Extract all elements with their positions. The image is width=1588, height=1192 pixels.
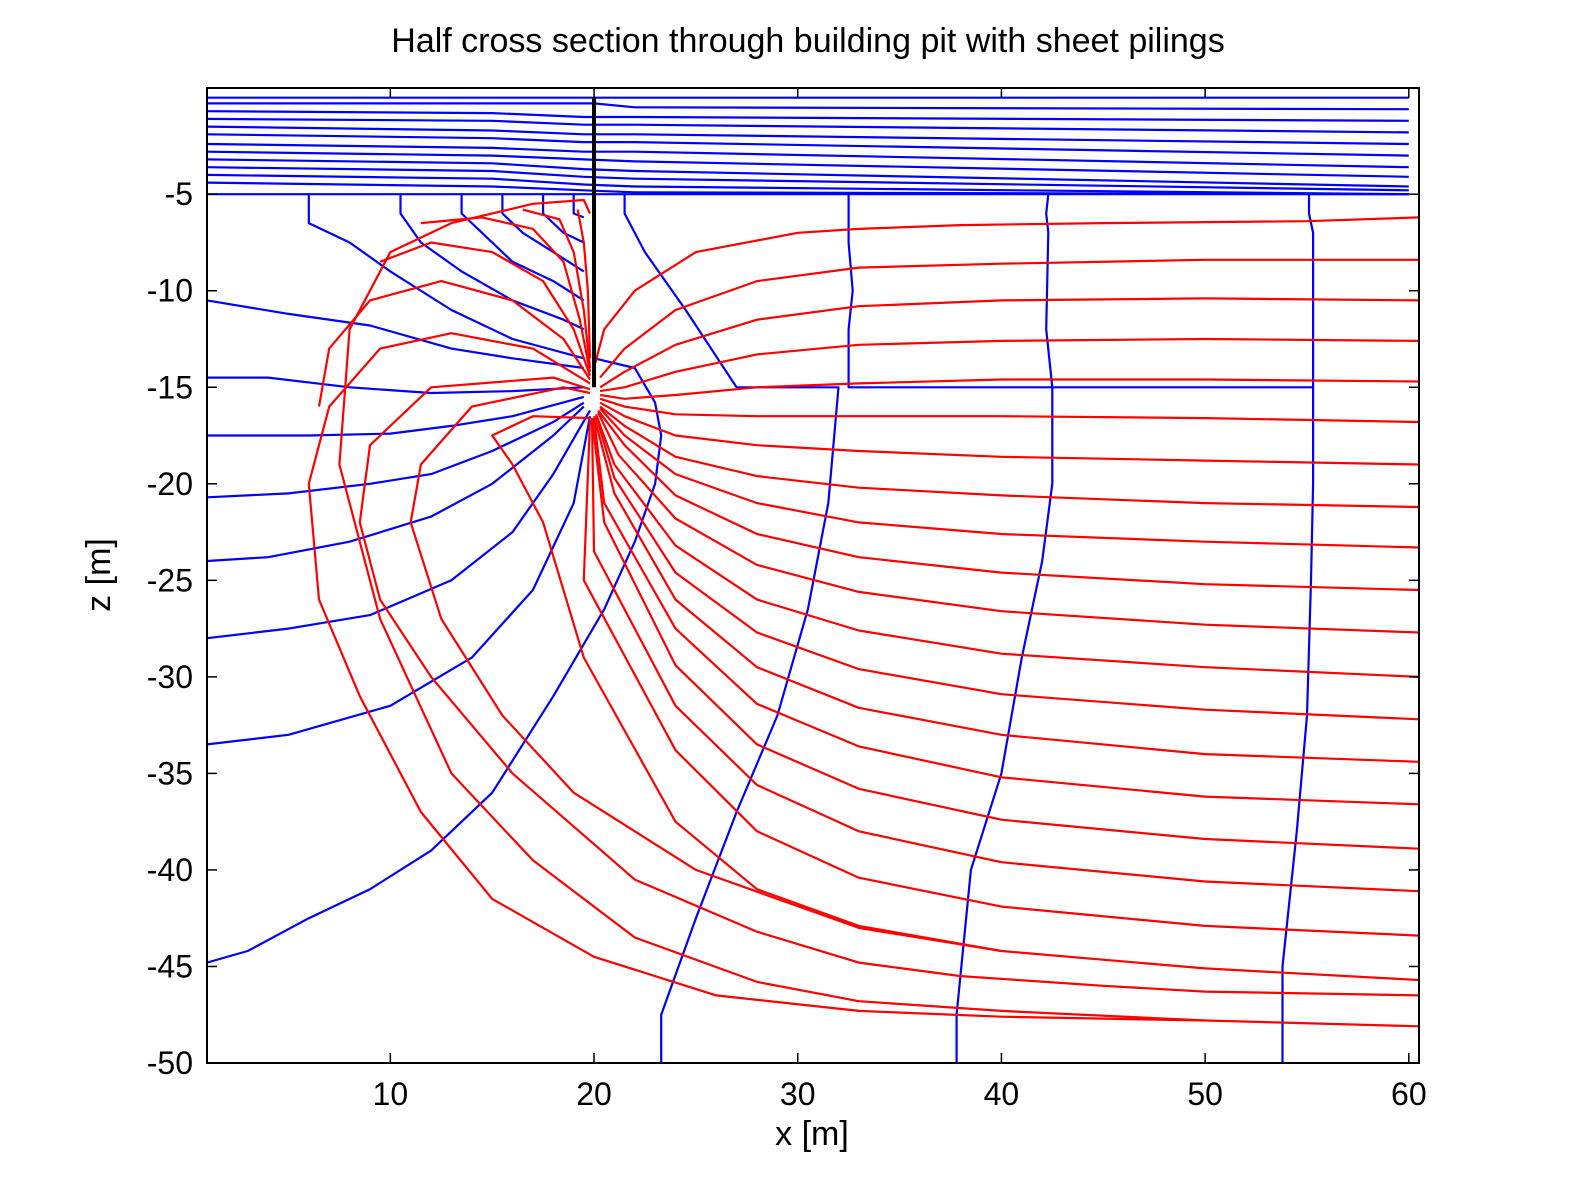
equipotential-lower-layer-line-16 (1045, 194, 1315, 1063)
streamline-line-1 (599, 258, 1419, 379)
streamline-line-11 (595, 413, 1419, 678)
x-axis: 10 20 30 40 50 60 (373, 88, 1427, 1112)
streamline-line-12 (595, 415, 1419, 721)
streamline-line-8 (599, 407, 1419, 549)
x-tick-label: 30 (780, 1076, 816, 1112)
y-tick-label: -15 (147, 369, 193, 405)
y-axis-label: z [m] (80, 538, 118, 612)
streamline-line-15 (590, 417, 1419, 850)
equipotential-lower-layer-line-7 (207, 376, 584, 395)
y-tick-label: -25 (147, 562, 193, 598)
equipotential-lower-layer-line-17 (1307, 194, 1315, 388)
equipotential-upper-layer-line-1 (207, 102, 1409, 111)
equipotential-lower-layer-line-6 (207, 299, 584, 370)
x-tick-label: 40 (984, 1076, 1020, 1112)
streamline-line-13 (592, 415, 1419, 763)
equipotential-upper-layer-line-3 (207, 117, 1409, 134)
streamline-line-23 (317, 280, 591, 407)
streamline-line-27 (576, 209, 592, 359)
streamline-line-20 (409, 386, 1002, 953)
equipotential-upper-layer-line-5 (207, 133, 1409, 157)
y-tick-label: -40 (147, 852, 193, 888)
equipotential-lower-layer-line-10 (207, 405, 585, 563)
y-tick-label: -45 (147, 948, 193, 984)
y-tick-label: -10 (147, 273, 193, 309)
plot-frame (206, 87, 1420, 1064)
equipotential-upper-layer-line-4 (207, 125, 1409, 146)
streamline-line-6 (599, 401, 1419, 466)
streamline-line-17 (582, 420, 1419, 937)
y-tick-label: -35 (147, 755, 193, 791)
equipotential-lower-layer-line-13 (207, 357, 663, 964)
streamline-line-4 (599, 378, 1419, 400)
streamline-line-2 (599, 297, 1419, 389)
streamline-line-5 (599, 397, 1419, 424)
y-tick-label: -30 (147, 659, 193, 695)
streamline-line-0 (592, 216, 1419, 369)
streamline-line-26 (522, 208, 592, 369)
equipotential-lower-layer-line-9 (207, 401, 585, 499)
streamline-line-19 (338, 198, 1419, 1028)
chart-title: Half cross section through building pit … (391, 22, 1224, 60)
equipotential-upper-layer-line-8 (207, 158, 1409, 188)
equipotential-lower-layer-line-3 (501, 194, 585, 273)
equipotential-lower-layer-line-2 (460, 194, 585, 302)
equipotential-upper-layer-line-9 (207, 166, 1409, 192)
streamline-line-22 (307, 332, 1206, 1022)
plot-lines (207, 96, 1419, 1063)
equipotential-lower-layer-line-8 (207, 395, 585, 437)
equipotential-lower-layer-line-1 (399, 194, 585, 331)
streamline-line-7 (599, 405, 1419, 509)
equipotential-upper-layer-line-11 (207, 181, 1409, 196)
equipotential-lower-layer-line-14 (623, 194, 840, 1063)
streamline-line-25 (420, 216, 592, 373)
equipotential-upper-layer-line-10 (207, 173, 1409, 196)
streamline-line-3 (599, 337, 1419, 393)
equipotential-lower-layer-line-12 (207, 415, 592, 746)
equipotential-lower-layer-line-15 (847, 194, 1054, 1063)
y-tick-label: -20 (147, 466, 193, 502)
streamline-line-14 (592, 417, 1419, 806)
equipotential-lower-layer-line-0 (307, 194, 585, 360)
x-tick-label: 60 (1391, 1076, 1427, 1112)
equipotential-lower-layer-line-11 (207, 409, 591, 640)
y-tick-label: -50 (147, 1045, 193, 1081)
streamline-line-9 (597, 409, 1419, 592)
equipotential-upper-layer-line-7 (207, 150, 1409, 178)
x-tick-label: 20 (576, 1076, 612, 1112)
equipotential-upper-layer-line-2 (207, 110, 1409, 122)
streamline-line-24 (379, 241, 592, 377)
equipotential-upper-layer-line-6 (207, 142, 1409, 169)
x-axis-label: x [m] (775, 1115, 849, 1153)
streamline-line-21 (358, 376, 1419, 997)
streamline-line-18 (491, 415, 1419, 982)
streamline-line-16 (590, 418, 1419, 893)
y-tick-label: -5 (165, 176, 193, 212)
y-axis: -5 -10 -15 -20 -25 -30 -35 -40 -45 -50 (147, 176, 1419, 1081)
streamline-line-10 (597, 411, 1419, 634)
x-tick-label: 10 (373, 1076, 409, 1112)
x-tick-label: 50 (1187, 1076, 1223, 1112)
